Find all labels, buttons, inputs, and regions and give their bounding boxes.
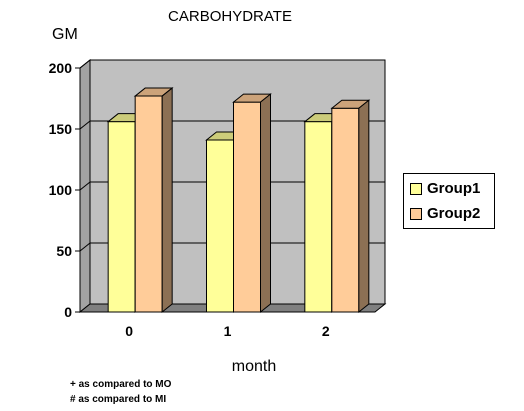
bar-group1-2-front bbox=[304, 121, 333, 313]
gridline-side bbox=[79, 120, 91, 130]
x-tick-label: 1 bbox=[224, 323, 232, 339]
x-tick-label: 2 bbox=[322, 323, 330, 339]
legend: Group1 Group2 bbox=[403, 173, 495, 229]
bar-group2-1 bbox=[232, 93, 272, 314]
x-tick-label: 0 bbox=[125, 323, 133, 339]
bar-group1-1-front bbox=[206, 139, 234, 313]
x-axis-label: month bbox=[231, 358, 277, 375]
chart-title: CARBOHYDRATE bbox=[168, 8, 292, 25]
y-tick-label: 200 bbox=[49, 60, 73, 76]
gridline-side bbox=[79, 59, 91, 69]
bar-group2-0-front bbox=[134, 95, 163, 313]
bar-group2-1-front bbox=[233, 101, 261, 313]
y-tick-label: 150 bbox=[49, 121, 73, 137]
y-tick-label: 100 bbox=[49, 182, 73, 198]
legend-label-group2: Group2 bbox=[427, 205, 481, 222]
legend-label-group1: Group1 bbox=[427, 180, 481, 197]
bar-group1-0-front bbox=[107, 121, 136, 313]
footnote-2: # as compared to MI bbox=[70, 394, 167, 405]
bar-group2-2-side bbox=[358, 99, 370, 314]
bar-group2-0 bbox=[133, 87, 174, 314]
y-tick-label: 50 bbox=[56, 243, 72, 259]
bar-group2-2-front bbox=[331, 107, 360, 313]
bar-group2-0-side bbox=[161, 87, 173, 314]
gridline-side bbox=[79, 181, 91, 191]
y-tick-label: 0 bbox=[64, 304, 72, 320]
y-axis-label: GM bbox=[52, 26, 78, 43]
bar-group2-2 bbox=[330, 99, 371, 314]
legend-item-group2: Group2 bbox=[410, 205, 480, 222]
bar-group2-1-side bbox=[260, 93, 271, 314]
legend-swatch-group2 bbox=[410, 207, 422, 220]
legend-swatch-group1 bbox=[410, 182, 422, 195]
bars bbox=[106, 87, 371, 314]
legend-item-group1: Group1 bbox=[410, 180, 480, 197]
gridline-side bbox=[79, 242, 91, 252]
footnote-1: + as compared to MO bbox=[70, 379, 172, 390]
tick-labels: 0 50 100 150 200 0 1 2 bbox=[49, 60, 330, 339]
